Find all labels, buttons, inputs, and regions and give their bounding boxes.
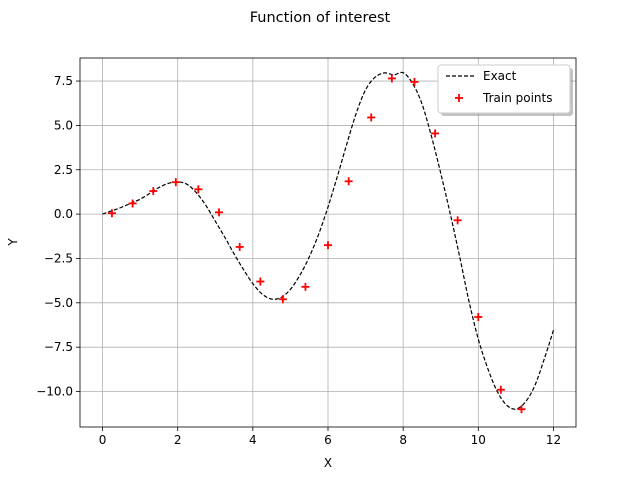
y-tick-label: 5.0 bbox=[54, 118, 73, 132]
y-tick-label: −2.5 bbox=[44, 251, 73, 265]
train-point bbox=[410, 77, 419, 86]
exact-line bbox=[102, 71, 555, 410]
y-tick-label: 2.5 bbox=[54, 163, 73, 177]
x-axis: 0 2 4 6 8 10 12 bbox=[99, 427, 561, 447]
train-point bbox=[235, 242, 244, 251]
legend-train-swatch bbox=[455, 94, 463, 102]
x-tick-label: 6 bbox=[324, 433, 332, 447]
train-point bbox=[128, 199, 137, 208]
train-point bbox=[278, 295, 287, 304]
train-point bbox=[453, 216, 462, 225]
y-tick-label: −10.0 bbox=[36, 385, 73, 399]
y-tick-label: 7.5 bbox=[54, 74, 73, 88]
train-point bbox=[387, 74, 396, 83]
train-point bbox=[256, 277, 265, 286]
chart-title: Function of interest bbox=[250, 10, 391, 26]
train-point bbox=[194, 185, 203, 194]
x-tick-label: 8 bbox=[399, 433, 407, 447]
x-tick-label: 2 bbox=[174, 433, 182, 447]
plot-area bbox=[102, 71, 555, 414]
train-point bbox=[344, 177, 353, 186]
train-point bbox=[431, 129, 440, 138]
train-point bbox=[496, 385, 505, 394]
train-point bbox=[301, 282, 310, 291]
x-tick-label: 4 bbox=[249, 433, 257, 447]
y-tick-label: −5.0 bbox=[44, 296, 73, 310]
train-point bbox=[215, 208, 224, 217]
train-point bbox=[367, 113, 376, 122]
train-point bbox=[474, 313, 483, 322]
legend-box bbox=[437, 64, 571, 114]
train-point bbox=[149, 187, 158, 196]
x-tick-label: 12 bbox=[546, 433, 561, 447]
y-tick-label: 0.0 bbox=[54, 207, 73, 221]
x-axis-label: X bbox=[324, 456, 332, 470]
y-axis-label: Y bbox=[6, 238, 20, 247]
y-tick-label: −7.5 bbox=[44, 340, 73, 354]
legend-exact-label: Exact bbox=[483, 69, 517, 83]
legend: Exact Train points bbox=[437, 64, 573, 116]
train-point bbox=[324, 241, 332, 250]
train-point bbox=[517, 405, 526, 414]
y-axis: −10.0 −7.5 −5.0 −2.5 0.0 2.5 5.0 7.5 bbox=[36, 74, 80, 399]
train-point bbox=[107, 209, 116, 218]
x-tick-label: 10 bbox=[471, 433, 486, 447]
train-point bbox=[171, 178, 180, 187]
grid bbox=[80, 58, 576, 427]
x-tick-label: 0 bbox=[99, 433, 107, 447]
legend-train-label: Train points bbox=[482, 91, 552, 105]
